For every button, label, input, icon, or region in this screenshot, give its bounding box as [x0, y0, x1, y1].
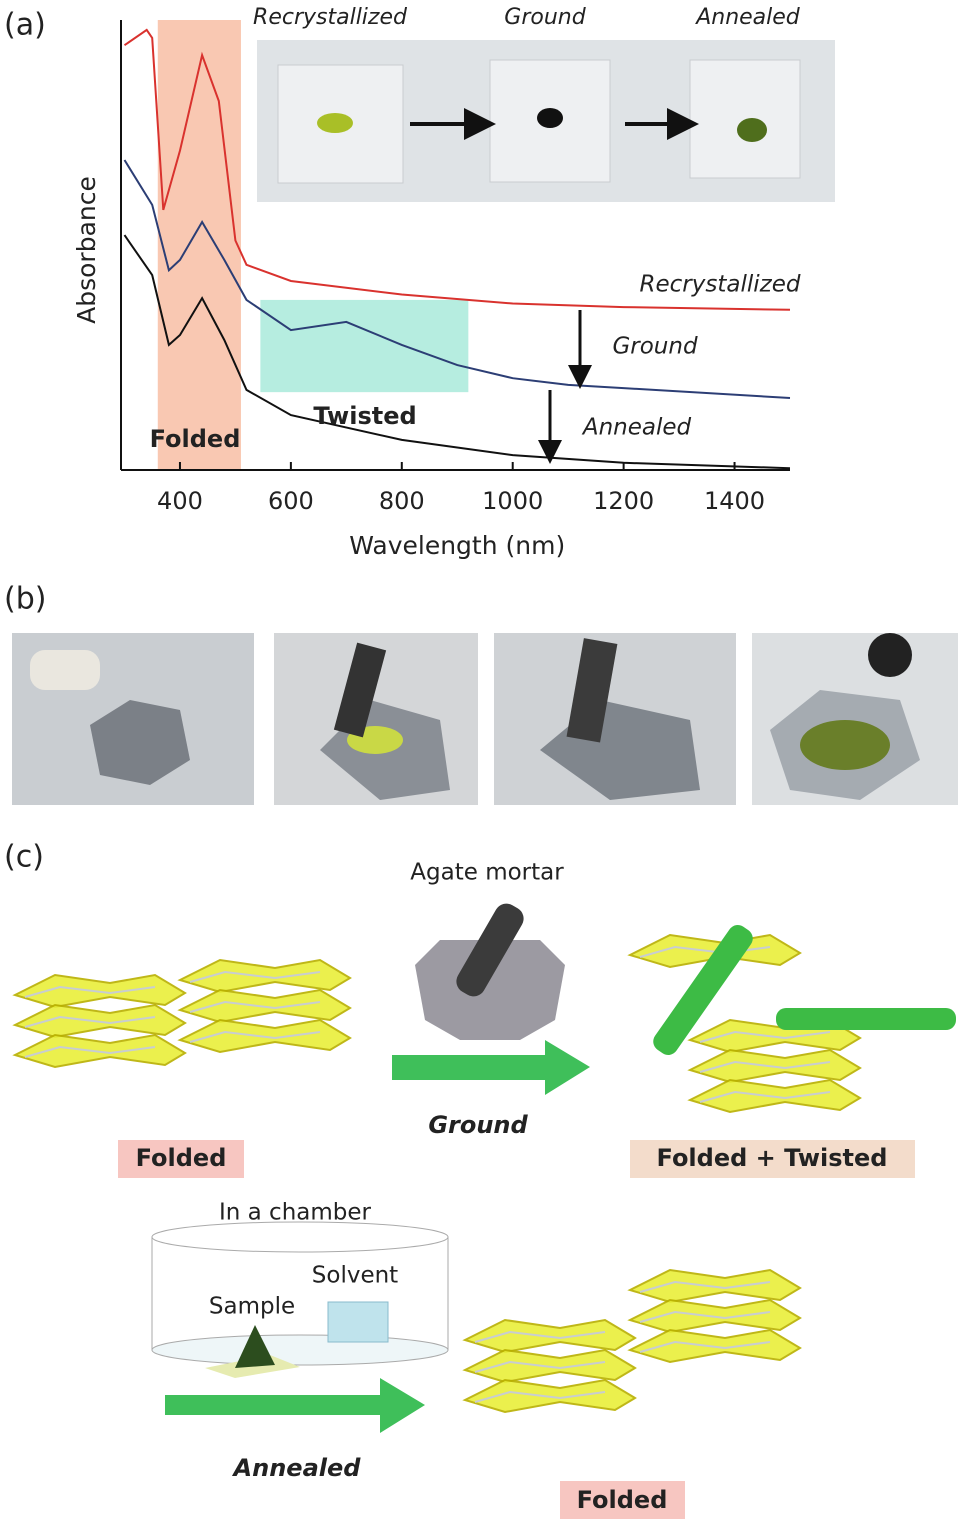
series-line: [123, 28, 791, 311]
inset-label: Recrystallized: [253, 5, 408, 30]
x-tick-label: 400: [157, 487, 203, 515]
label: Folded: [136, 1144, 227, 1172]
region: [157, 20, 241, 470]
arrow: [392, 1040, 590, 1095]
x-tick-label: 800: [379, 487, 425, 515]
label: Sample: [209, 1294, 295, 1320]
photo-strip: [12, 633, 958, 805]
panel-label: (c): [4, 840, 44, 875]
x-tick-label: 600: [268, 487, 314, 515]
series-line: [123, 159, 791, 399]
mortar-icon: [415, 903, 565, 1040]
molecule-stacks: [15, 925, 956, 1412]
chamber: [151, 1221, 449, 1378]
label-box: [118, 1140, 244, 1178]
label: Annealed: [232, 1454, 362, 1482]
arrow: [165, 1378, 425, 1433]
region-label: Twisted: [313, 402, 416, 430]
label: Ground: [428, 1111, 528, 1139]
panel-label: (b): [4, 582, 46, 617]
inset-label: Ground: [504, 5, 586, 30]
label: Agate mortar: [410, 860, 564, 886]
panel-label: (a): [4, 8, 46, 43]
x-tick-label: 1400: [704, 487, 765, 515]
y-axis-label: Absorbance: [72, 176, 101, 324]
x-axis-label: Wavelength (nm): [349, 531, 565, 560]
x-tick-label: 1200: [593, 487, 654, 515]
label: Solvent: [312, 1263, 398, 1289]
label: In a chamber: [219, 1200, 372, 1226]
series-label: Annealed: [581, 415, 692, 441]
region-label: Folded: [150, 425, 241, 453]
inset-photo: [257, 40, 835, 202]
label-box: [560, 1481, 685, 1519]
inset-label: Annealed: [694, 5, 801, 30]
label: Folded: [577, 1486, 668, 1514]
label: Folded + Twisted: [657, 1144, 888, 1172]
region: [260, 299, 469, 393]
label-box: [630, 1140, 915, 1178]
series-label: Ground: [612, 334, 698, 360]
chart: Folded Twisted Recrystallized Ground Anneale…: [72, 20, 801, 560]
series-label: Recrystallized: [640, 272, 801, 298]
series-line: [123, 234, 791, 470]
x-tick-label: 1000: [482, 487, 543, 515]
